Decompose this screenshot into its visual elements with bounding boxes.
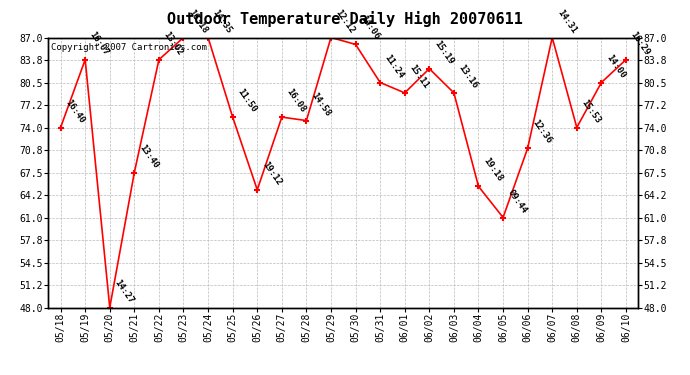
Text: 13:40: 13:40 <box>137 142 160 170</box>
Text: 11:50: 11:50 <box>235 87 258 114</box>
Text: 15:53: 15:53 <box>580 98 602 125</box>
Text: 13:02: 13:02 <box>161 30 184 57</box>
Text: 14:27: 14:27 <box>112 278 135 305</box>
Text: 13:16: 13:16 <box>457 63 480 90</box>
Text: 16:29: 16:29 <box>629 30 651 57</box>
Text: 11:24: 11:24 <box>383 53 406 80</box>
Text: 09:44: 09:44 <box>506 188 529 215</box>
Text: 19:12: 19:12 <box>260 160 283 187</box>
Text: 15:11: 15:11 <box>408 63 431 90</box>
Text: Outdoor Temperature Daily High 20070611: Outdoor Temperature Daily High 20070611 <box>167 11 523 27</box>
Text: 15:19: 15:19 <box>432 39 455 66</box>
Text: 16:07: 16:07 <box>88 30 110 57</box>
Text: 12:36: 12:36 <box>531 118 553 146</box>
Text: 14:06: 14:06 <box>358 15 381 42</box>
Text: 14:00: 14:00 <box>604 53 627 80</box>
Text: 16:40: 16:40 <box>63 98 86 125</box>
Text: 12:12: 12:12 <box>334 8 357 35</box>
Text: 16:08: 16:08 <box>284 87 307 114</box>
Text: Copyright 2007 Cartronics.com: Copyright 2007 Cartronics.com <box>51 43 207 52</box>
Text: 19:18: 19:18 <box>481 156 504 184</box>
Text: 14:58: 14:58 <box>309 91 332 118</box>
Text: 14:31: 14:31 <box>555 8 578 35</box>
Text: 14:35: 14:35 <box>211 8 234 35</box>
Text: 16:18: 16:18 <box>186 8 209 35</box>
